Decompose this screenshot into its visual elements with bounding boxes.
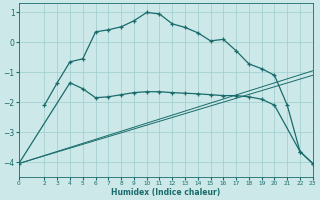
X-axis label: Humidex (Indice chaleur): Humidex (Indice chaleur) (111, 188, 220, 197)
